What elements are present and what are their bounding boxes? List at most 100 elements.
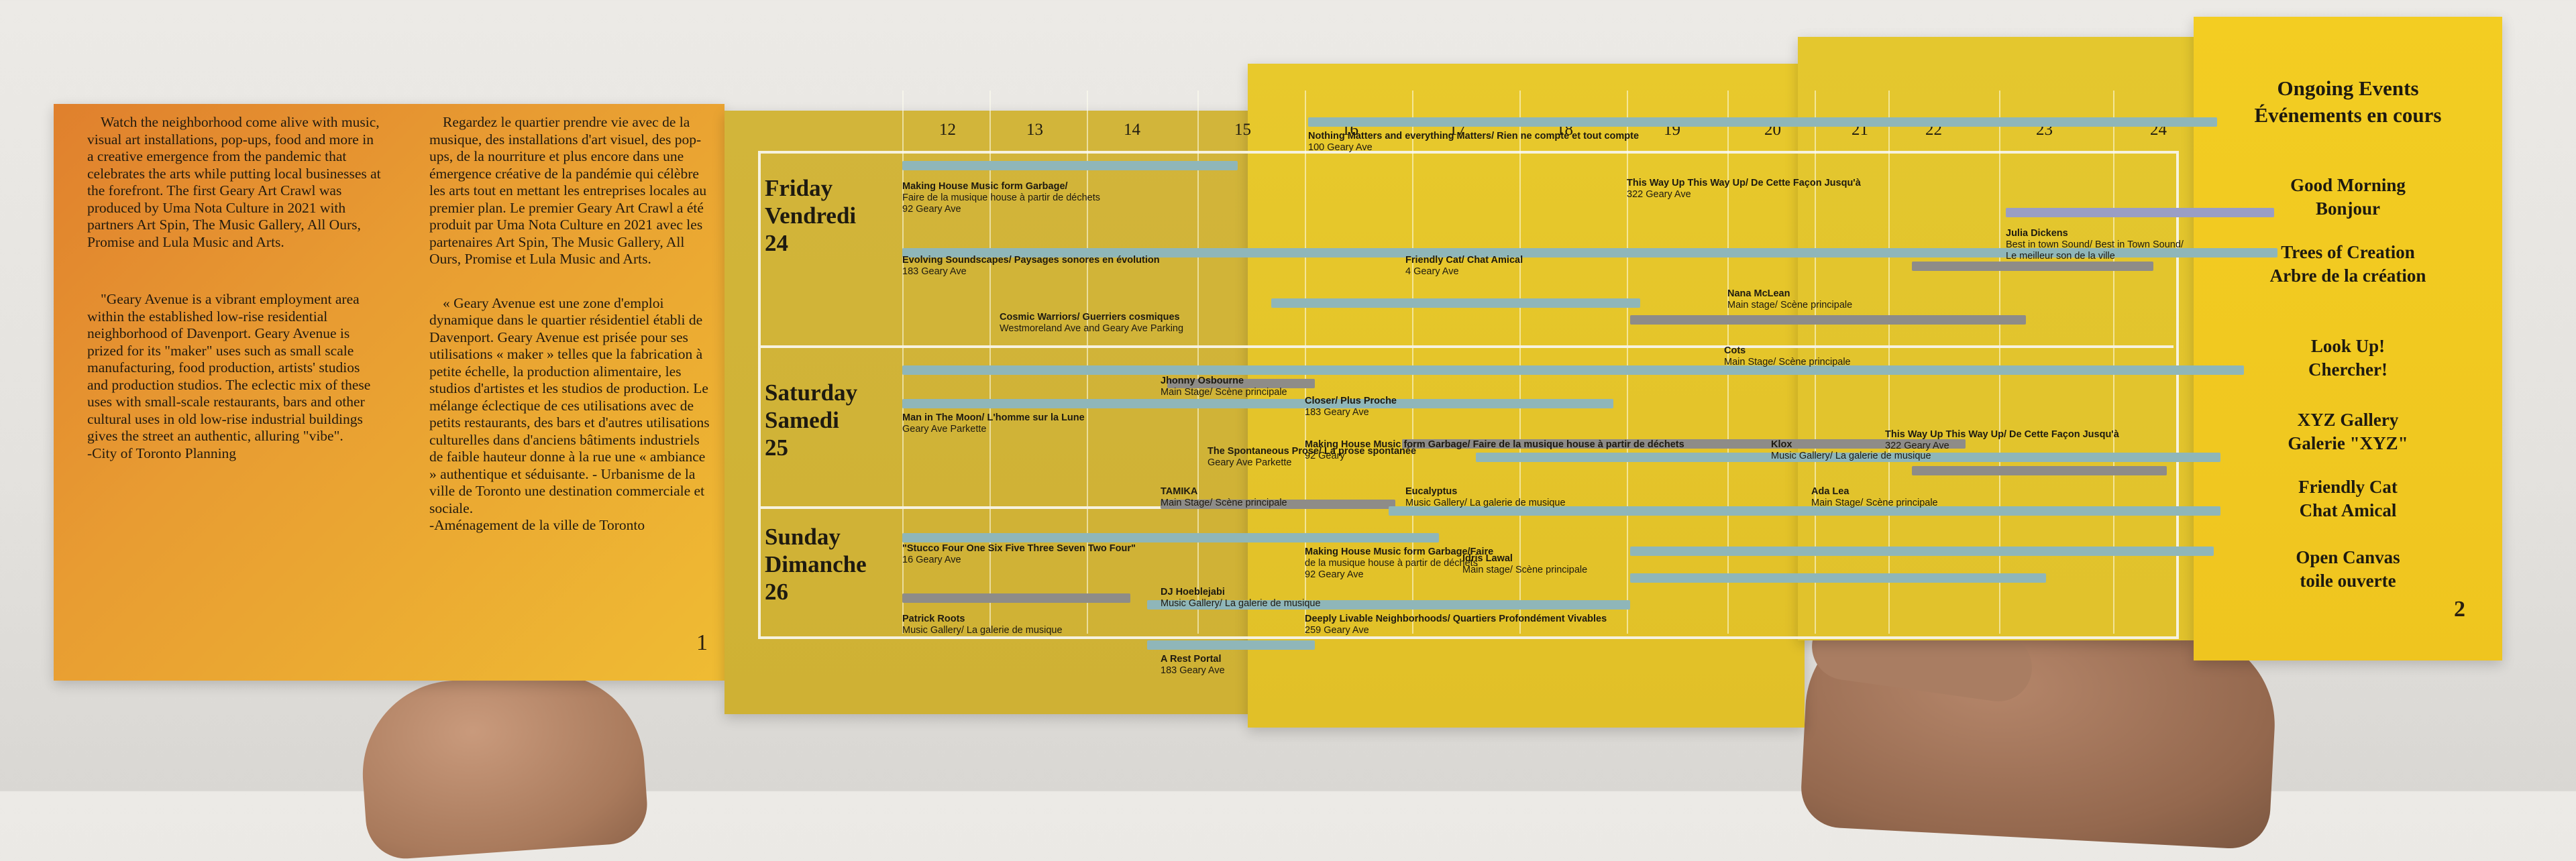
- event-title: Deeply Livable Neighborhoods/ Quartiers …: [1305, 614, 1607, 624]
- event-7: Cosmic Warriors/ Guerriers cosmiques West…: [1000, 312, 1183, 335]
- event-bar: [1271, 298, 1640, 308]
- event-location: Music Gallery/ La galerie de musique: [1405, 498, 1566, 508]
- event-location: 92 Geary: [1305, 451, 1345, 461]
- event-title: Eucalyptus: [1405, 486, 1458, 497]
- event-title: The Spontaneous Prose/ La prose spontané…: [1208, 446, 1417, 457]
- event-26: A Rest Portal 183 Geary Ave: [1161, 654, 1225, 677]
- event-20: "Stucco Four One Six Five Three Seven Tw…: [902, 543, 1136, 566]
- event-24: Patrick Roots Music Gallery/ La galerie d…: [902, 614, 1063, 636]
- event-bar: [1476, 453, 2220, 462]
- event-title: Patrick Roots: [902, 614, 965, 624]
- hour-gridline: [1412, 91, 1413, 634]
- event-title: Jhonny Osbourne: [1161, 376, 1244, 386]
- ongoing-item-en: Friendly Cat: [2298, 477, 2398, 497]
- event-bar: [1308, 117, 2217, 127]
- event-8: Nana McLean Main stage/ Scène principale: [1727, 288, 1852, 311]
- event-bar: [1167, 379, 1315, 388]
- event-4: Evolving Soundscapes/ Paysages sonores e…: [902, 255, 1160, 278]
- event-location: Music Gallery/ La galerie de musique: [1161, 598, 1321, 609]
- hour-gridline: [1519, 91, 1521, 634]
- intro-en-credit: -City of Toronto Planning: [87, 445, 237, 461]
- event-25: Deeply Livable Neighborhoods/ Quartiers …: [1305, 614, 1607, 636]
- event-15: Klox Music Gallery/ La galerie de musique: [1771, 439, 1931, 462]
- event-subtitle: Best in town Sound/ Best in Town Sound/: [2006, 239, 2184, 250]
- event-location: 183 Geary Ave: [1305, 407, 1369, 418]
- ongoing-item-fr: Chercher!: [2308, 359, 2387, 380]
- event-location: Main stage/ Scène principale: [1727, 300, 1853, 310]
- event-11: Closer/ Plus Proche 183 Geary Ave: [1305, 396, 1397, 418]
- ongoing-item-en: Look Up!: [2310, 336, 2385, 356]
- event-title: This Way Up This Way Up/ De Cette Façon …: [1885, 429, 2119, 440]
- schedule-frame: [758, 151, 2179, 639]
- intro-fr-paragraph-1: Regardez le quartier prendre vie avec de…: [429, 114, 707, 267]
- event-18: Eucalyptus Music Gallery/ La galerie de m…: [1405, 486, 1566, 509]
- event-bar: [1630, 547, 2214, 556]
- event-title: Cosmic Warriors/ Guerriers cosmiques: [1000, 312, 1180, 323]
- schedule-grid: 12 13 14 15 16 17 18 19 20 21 22 23 24 Friday Vendredi…: [724, 17, 2277, 728]
- event-location: Main Stage/ Scène principale: [1811, 498, 1938, 508]
- intro-french: Regardez le quartier prendre vie avec de…: [429, 114, 711, 534]
- day-name-fr: Dimanche: [765, 551, 867, 577]
- event-bar: [2006, 208, 2274, 217]
- event-3: This Way Up This Way Up/ De Cette Façon …: [1627, 178, 1861, 200]
- day-name: Saturday: [765, 380, 858, 406]
- ongoing-item-en: Open Canvas: [2296, 547, 2400, 567]
- event-location: Music Gallery/ La galerie de musique: [902, 625, 1063, 636]
- ongoing-item-en: Trees of Creation: [2281, 242, 2415, 262]
- event-bar: [1389, 506, 2220, 516]
- day-name-fr: Samedi: [765, 407, 839, 433]
- hour-gridline: [1815, 91, 1816, 634]
- event-13: The Spontaneous Prose/ La prose spontané…: [1208, 446, 1416, 469]
- event-title: Making House Music form Garbage/ Faire d…: [1305, 439, 1684, 450]
- event-title: "Stucco Four One Six Five Three Seven Tw…: [902, 543, 1136, 554]
- ongoing-item-fr: Arbre de la création: [2269, 266, 2426, 286]
- ongoing-item-en: Good Morning: [2290, 175, 2406, 195]
- hour-gridline: [1627, 91, 1628, 634]
- event-location: 92 Geary Ave: [902, 204, 961, 215]
- day-number: 25: [765, 435, 788, 461]
- event-title: Man in The Moon/ L'homme sur la Lune: [902, 412, 1085, 423]
- event-22: Idris Lawal Main stage/ Scène principale: [1462, 553, 1587, 576]
- ongoing-item-fr: Bonjour: [2315, 198, 2381, 219]
- event-location: 4 Geary Ave: [1405, 266, 1459, 277]
- hour-label: 14: [1124, 121, 1140, 139]
- event-bar: [902, 399, 1613, 408]
- brochure-panel-intro: [54, 104, 724, 681]
- ongoing-heading-en: Ongoing Events: [2277, 76, 2419, 100]
- event-17: TAMIKA Main Stage/ Scène principale: [1161, 486, 1287, 509]
- event-bar: [902, 161, 1238, 170]
- event-location: Main Stage/ Scène principale: [1161, 498, 1287, 508]
- hour-gridline: [2113, 91, 2114, 634]
- page-number-2: 2: [2454, 597, 2465, 622]
- hour-gridline: [1888, 91, 1890, 634]
- event-bar: [902, 248, 2277, 257]
- event-location: 16 Geary Ave: [902, 555, 961, 565]
- event-location: Main Stage/ Scène principale: [1724, 357, 1851, 367]
- day-number: 24: [765, 230, 788, 256]
- intro-fr-paragraph-2: « Geary Avenue est une zone d'emploi dyn…: [429, 294, 710, 516]
- event-title: Closer/ Plus Proche: [1305, 396, 1397, 406]
- event-location: 92 Geary Ave: [1305, 569, 1364, 580]
- event-title: DJ Hoeblejabi: [1161, 587, 1225, 597]
- event-subtitle: de la musique house à partir de déchets: [1305, 558, 1478, 569]
- event-title: Ada Lea: [1811, 486, 1849, 497]
- ongoing-item-fr: toile ouverte: [2300, 571, 2396, 591]
- event-location: Geary Ave Parkette: [902, 424, 987, 435]
- day-name: Friday: [765, 175, 833, 201]
- event-bar: [1161, 500, 1395, 509]
- event-title: Nana McLean: [1727, 288, 1790, 299]
- day-divider: [758, 345, 2174, 348]
- event-16: This Way Up This Way Up/ De Cette Façon …: [1885, 429, 2119, 452]
- ongoing-item-fr: Galerie "XYZ": [2288, 433, 2408, 453]
- event-location: 100 Geary Ave: [1308, 142, 1373, 153]
- event-5: Friendly Cat/ Chat Amical 4 Geary Ave: [1405, 255, 1523, 278]
- hour-gridline: [1727, 91, 1729, 634]
- event-location: Main Stage/ Scène principale: [1161, 387, 1287, 398]
- event-location: 183 Geary Ave: [902, 266, 967, 277]
- hour-gridline: [1197, 91, 1199, 634]
- event-bar: [1912, 262, 2153, 271]
- event-1: Making House Music form Garbage/Faire de…: [902, 181, 1100, 215]
- event-bar: [1402, 439, 1966, 449]
- hour-gridline: [1305, 91, 1306, 634]
- hour-gridline: [1087, 91, 1088, 634]
